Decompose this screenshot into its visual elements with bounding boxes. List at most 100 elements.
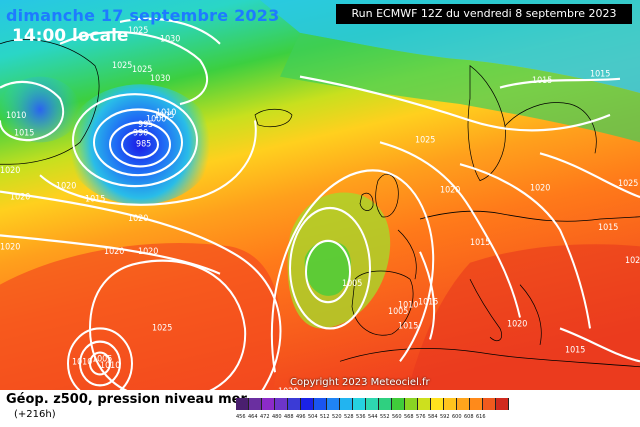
scale-value: 496 — [296, 414, 306, 420]
isobar-label: 1020 — [440, 184, 460, 194]
secondary-low — [0, 76, 80, 143]
isobar-label: 1020 — [507, 318, 527, 328]
isobar-label: 1020 — [138, 246, 158, 256]
isobar-label: 1030 — [160, 33, 180, 43]
scale-swatch — [249, 398, 262, 410]
isobar-label: 1015 — [85, 193, 105, 203]
scale-swatch — [340, 398, 353, 410]
isobar-label: 1015 — [398, 320, 418, 330]
isobar-label: 1015 — [590, 68, 610, 78]
warm-southwest — [0, 242, 281, 427]
scale-value: 568 — [404, 414, 414, 420]
isobar-label: 1010 — [156, 107, 176, 117]
isobar-label: 1025 — [112, 60, 132, 70]
scale-swatch — [314, 398, 327, 410]
scale-swatch — [405, 398, 418, 410]
isobar-label: 1010 — [72, 356, 92, 366]
isobar-label: 1000 — [146, 113, 166, 123]
scale-swatch — [327, 398, 340, 410]
isobar-label: 1010 — [100, 360, 120, 370]
cool-band-green — [280, 32, 640, 143]
forecast-local-time: 14:00 locale — [12, 26, 129, 46]
scale-value: 608 — [464, 414, 474, 420]
isobar-label: 1015 — [598, 222, 618, 232]
scale-swatch — [275, 398, 288, 410]
isobar-label: 1020 — [104, 246, 124, 256]
isobar-label: 1020 — [0, 241, 20, 251]
warm-southeast — [400, 244, 640, 427]
scale-value: 528 — [344, 414, 354, 420]
scale-swatch — [288, 398, 301, 410]
scale-swatch — [353, 398, 366, 410]
isobar-label: 1010 — [6, 110, 26, 120]
scale-swatch — [431, 398, 444, 410]
coastlines — [0, 39, 640, 368]
isobar-label: 1020 — [10, 191, 30, 201]
scale-swatch — [262, 398, 275, 410]
isobar-label: 990 — [133, 127, 148, 137]
scale-value: 536 — [356, 414, 366, 420]
legend-footer: Géop. z500, pression niveau mer (+216h) … — [0, 390, 640, 427]
isobar-label: 1025 — [132, 64, 152, 74]
scale-swatch — [444, 398, 457, 410]
forecast-lead-time: (+216h) — [14, 409, 56, 420]
isobar-label: 1005 — [388, 306, 408, 316]
scale-swatch — [392, 398, 405, 410]
scale-value: 576 — [416, 414, 426, 420]
scale-value: 456 — [236, 414, 246, 420]
scale-value: 512 — [320, 414, 330, 420]
scale-value: 584 — [428, 414, 438, 420]
isobar-label: 1025 — [625, 254, 640, 264]
isobar-label: 1020 — [0, 165, 20, 175]
scale-value: 504 — [308, 414, 318, 420]
scale-swatch — [366, 398, 379, 410]
scale-value: 544 — [368, 414, 378, 420]
isobar-label: 1015 — [14, 127, 34, 137]
scale-value: 592 — [440, 414, 450, 420]
cutoff-low-core — [304, 240, 351, 296]
scale-swatch — [483, 398, 496, 410]
scale-value: 552 — [380, 414, 390, 420]
scale-swatch — [496, 398, 509, 410]
isobar-label: 1020 — [530, 182, 550, 192]
color-scale-labels: 456 464 472 480 488 496 504 512 520 528 536 544 552 5… — [236, 414, 488, 420]
isobar-label: 1015 — [532, 75, 552, 85]
isobar-label: 1010 — [398, 299, 418, 309]
isobar-label: 1015 — [565, 344, 585, 354]
isobar-label: 1015 — [418, 296, 438, 306]
forecast-date: dimanche 17 septembre 2023 — [6, 6, 280, 25]
scale-value: 464 — [248, 414, 258, 420]
isobar-label: 995 — [138, 119, 153, 129]
copyright-notice: Copyright 2023 Meteociel.fr — [290, 377, 430, 388]
isobars — [0, 17, 640, 425]
isobar-label: 985 — [136, 138, 151, 148]
isobar-label: 1030 — [150, 73, 170, 83]
scale-value: 616 — [476, 414, 486, 420]
isobar-label: 1005 — [154, 110, 174, 120]
isobar-label: 1015 — [470, 237, 490, 247]
scale-value: 520 — [332, 414, 342, 420]
parameter-title: Géop. z500, pression niveau mer — [6, 392, 247, 407]
isobar-label: 1005 — [342, 277, 362, 287]
scale-value: 488 — [284, 414, 294, 420]
scale-swatch — [470, 398, 483, 410]
run-info-banner: Run ECMWF 12Z du vendredi 8 septembre 20… — [336, 4, 632, 24]
scale-value: 600 — [452, 414, 462, 420]
isobar-label: 1025 — [128, 24, 148, 34]
color-scale — [236, 398, 509, 410]
scale-value: 480 — [272, 414, 282, 420]
isobar-label: 1025 — [152, 322, 172, 332]
isobar-label: 1025 — [618, 178, 638, 188]
isobar-label: 1025 — [415, 134, 435, 144]
isobar-label: 1020 — [128, 213, 148, 223]
isobar-label: 1020 — [56, 180, 76, 190]
scale-value: 560 — [392, 414, 402, 420]
scale-swatch — [457, 398, 470, 410]
scale-swatch — [301, 398, 314, 410]
scale-swatch — [418, 398, 431, 410]
scale-swatch — [236, 398, 249, 410]
scale-swatch — [379, 398, 392, 410]
isobar-label: 1005 — [92, 353, 112, 363]
scale-value: 472 — [260, 414, 270, 420]
